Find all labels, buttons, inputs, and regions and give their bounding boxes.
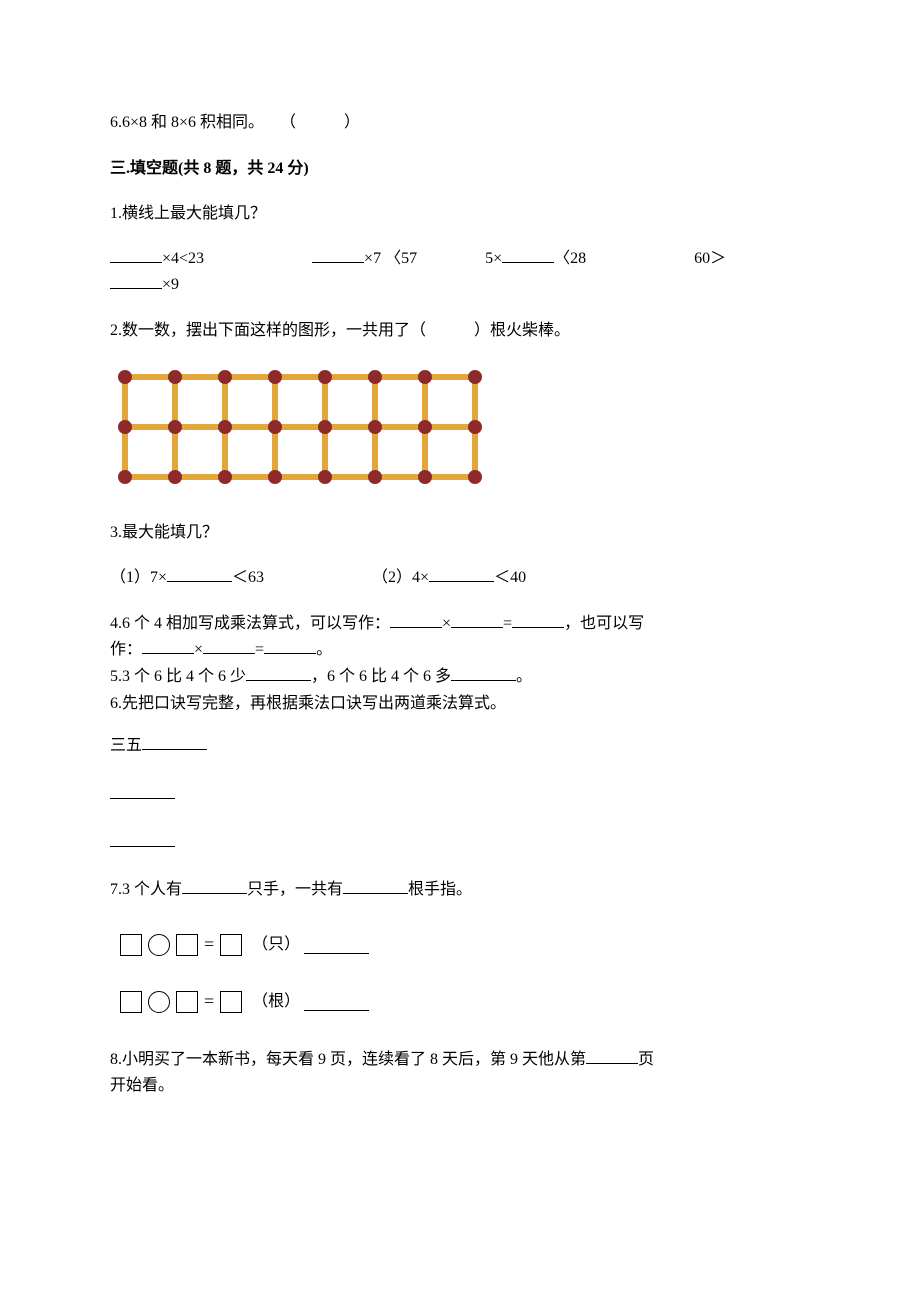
eq-box-row-2: = — [120, 987, 242, 1016]
q5-blank-2 — [451, 663, 516, 681]
q1-blank-d — [110, 271, 162, 289]
eq-box — [120, 991, 142, 1013]
q2-prompt: 2.数一数，摆出下面这样的图形，一共用了（ ）根火柴棒。 — [110, 318, 810, 344]
question-3: 3.最大能填几？ （1）7×＜63 （2）4×＜40 — [110, 520, 810, 590]
eq-box — [220, 991, 242, 1013]
q6-line1: 三五 — [110, 732, 810, 759]
q4-blank-4 — [142, 636, 194, 654]
prev-q6-text: 6.6×8 和 8×6 积相同。 （ ） — [110, 114, 360, 131]
q6-line3 — [110, 829, 810, 856]
q4-blank-6 — [264, 636, 316, 654]
q1-expressions-line2: ×9 — [110, 271, 810, 298]
q3-expressions: （1）7×＜63 （2）4×＜40 — [110, 564, 810, 591]
q1-blank-b — [312, 245, 364, 263]
matchstick-grid — [110, 362, 810, 501]
eq-box-row-1: = — [120, 930, 242, 959]
q6-blank-2 — [110, 781, 175, 799]
q3-prompt: 3.最大能填几？ — [110, 520, 810, 546]
question-5: 5.3 个 6 比 4 个 6 少，6 个 6 比 4 个 6 多。 — [110, 663, 810, 688]
q4-blank-5 — [203, 636, 255, 654]
q7-prompt: 7.3 个人有只手，一共有根手指。 — [110, 876, 810, 903]
q1-blank-a — [110, 245, 162, 263]
eq-operator-circle — [148, 991, 170, 1013]
q6-blank-3 — [110, 829, 175, 847]
q8-blank — [586, 1046, 638, 1064]
q4-blank-2 — [451, 610, 503, 628]
question-7: 7.3 个人有只手，一共有根手指。 = （只） = （根） — [110, 876, 810, 1016]
q7-equation-2: = （根） — [110, 987, 810, 1016]
section-3-title: 三.填空题(共 8 题，共 24 分) — [110, 156, 810, 182]
q5-blank-1 — [246, 663, 311, 681]
q7-blank-2 — [343, 876, 408, 894]
q1-prompt: 1.横线上最大能填几？ — [110, 201, 810, 227]
matchstick-svg — [110, 362, 490, 492]
q4-blank-3 — [512, 610, 564, 628]
eq-box — [220, 934, 242, 956]
question-6: 6.先把口诀写完整，再根据乘法口诀写出两道乘法算式。 三五 — [110, 691, 810, 856]
q3-blank-a — [167, 564, 232, 582]
equals-sign: = — [204, 930, 214, 959]
eq-box — [176, 934, 198, 956]
q7-equation-1: = （只） — [110, 930, 810, 959]
q1-blank-c — [502, 245, 554, 263]
q7-eq2-blank — [304, 993, 369, 1011]
prev-question-6: 6.6×8 和 8×6 积相同。 （ ） — [110, 110, 810, 136]
q6-prompt: 6.先把口诀写完整，再根据乘法口诀写出两道乘法算式。 — [110, 691, 810, 717]
eq-box — [176, 991, 198, 1013]
question-2: 2.数一数，摆出下面这样的图形，一共用了（ ）根火柴棒。 — [110, 318, 810, 500]
question-8: 8.小明买了一本新书，每天看 9 页，连续看了 8 天后，第 9 天他从第页 开… — [110, 1046, 810, 1098]
q4-blank-1 — [390, 610, 442, 628]
question-4: 4.6 个 4 相加写成乘法算式，可以写作：×=，也可以写 作：×=。 — [110, 610, 810, 661]
equals-sign: = — [204, 987, 214, 1016]
q1-expressions: ×4<23 ×7 〈57 5×〈28 60＞ — [110, 245, 810, 272]
eq-box — [120, 934, 142, 956]
question-1: 1.横线上最大能填几？ ×4<23 ×7 〈57 5×〈28 60＞ ×9 — [110, 201, 810, 298]
q7-blank-1 — [182, 876, 247, 894]
q3-blank-b — [429, 564, 494, 582]
q7-eq1-blank — [304, 936, 369, 954]
q6-blank-1 — [142, 732, 207, 750]
q6-line2 — [110, 781, 810, 808]
eq-operator-circle — [148, 934, 170, 956]
